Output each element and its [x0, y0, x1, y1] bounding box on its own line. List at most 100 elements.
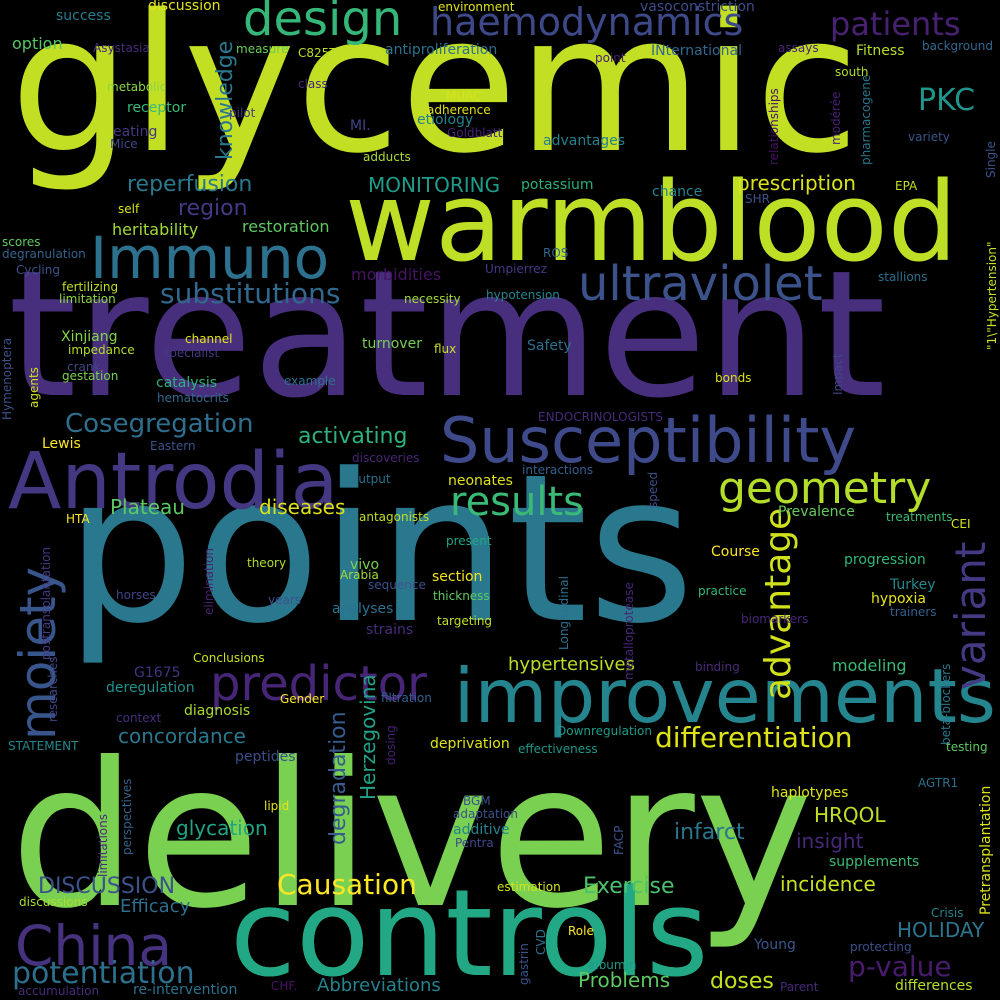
word-diseases: diseases	[259, 495, 345, 519]
word-heritability: heritability	[112, 220, 198, 239]
word-trainers: trainers	[890, 605, 937, 619]
word-pretransplantation: Pretransplantation	[978, 786, 994, 915]
word-infarct: infarct	[674, 820, 745, 845]
word-peptides: peptides	[235, 749, 296, 765]
word-limitation: limitation	[59, 292, 116, 306]
word-international: INternational	[651, 43, 742, 59]
word-impact: Impact	[831, 353, 845, 395]
word-patients: patients	[830, 5, 961, 43]
word-points: points	[65, 431, 695, 669]
word-herzegovina: Herzegovina	[356, 674, 380, 800]
word-hypoxia: hypoxia	[871, 591, 926, 607]
word-elimination: elimination	[202, 548, 216, 615]
word-substitutions: substitutions	[160, 277, 340, 310]
word-abbreviations: Abbreviations	[317, 975, 441, 996]
word-discussion: DISCUSSION	[38, 874, 175, 899]
word-potassium: potassium	[521, 177, 594, 193]
word-lewis: Lewis	[42, 436, 81, 452]
word-metabolic: metabolic	[107, 80, 166, 94]
word-efficacy: Efficacy	[120, 896, 191, 917]
word-discussions: discussions	[19, 895, 87, 909]
word-chf: CHF.	[271, 979, 297, 993]
word-beta-blockers: beta-blockers	[939, 664, 953, 745]
word-measure: measure	[236, 42, 288, 56]
word-shr: SHR	[745, 192, 770, 206]
word-advantage: advantage	[758, 508, 799, 700]
word-hrqol: HRQOL	[814, 803, 886, 827]
word-bgm: BGM	[463, 794, 491, 808]
word-progression: progression	[844, 552, 926, 568]
word-diagnosis: diagnosis	[184, 703, 250, 719]
word-knowledge: knowledge	[213, 41, 238, 160]
word-scores: scores	[2, 235, 41, 249]
word-single: Single	[984, 141, 998, 178]
word-antrodia: Antrodia	[8, 437, 338, 527]
word-present: present	[446, 534, 492, 548]
word-endocrinologists: ENDOCRINOLOGISTS	[538, 410, 663, 424]
word-monitoring: MONITORING	[368, 173, 500, 197]
word-binding: binding	[695, 660, 740, 674]
word-degradation: degradation	[326, 711, 351, 845]
word-re-intervention: re-intervention	[133, 982, 237, 998]
word-asystasia: Asystasia	[93, 41, 150, 55]
word-lipid: lipid	[264, 799, 289, 813]
word-1-hypertension: "1\"Hypertension"	[985, 241, 999, 350]
word-restoration: restoration	[242, 217, 330, 236]
word-effectiveness: effectiveness	[518, 742, 598, 756]
word-south: south	[835, 65, 869, 79]
word-limitations: limitations	[96, 814, 110, 877]
word-fitness: Fitness	[856, 43, 905, 59]
word-haemodynamics: haemodynamics	[430, 0, 743, 44]
word-differences: differences	[895, 978, 973, 994]
word-improvements: improvements	[454, 652, 996, 740]
word-discoveries: discoveries	[352, 451, 420, 465]
word-pkc: PKC	[918, 83, 975, 118]
word-gestation: gestation	[62, 369, 118, 383]
word-metalloprotease: metalloprotease	[622, 582, 636, 680]
word-differentiation: differentiation	[655, 721, 853, 754]
word-eastern: Eastern	[150, 439, 196, 453]
word-impedance: impedance	[68, 343, 135, 357]
word-hematocrits: hematocrits	[157, 391, 229, 405]
word-downregulation: Downregulation	[557, 724, 652, 738]
word-cosegregation: Cosegregation	[65, 409, 253, 439]
word-immuno: Immuno	[90, 224, 329, 292]
word-vasoconstriction: vasoconstriction	[640, 0, 755, 15]
word-course: Course	[711, 544, 760, 560]
word-advantages: advantages	[543, 133, 625, 149]
word-agtr1: AGTR1	[918, 776, 958, 790]
word-necessity: necessity	[404, 292, 461, 306]
word-gender: Gender	[280, 692, 324, 706]
word-example: example	[284, 374, 336, 388]
word-umpierrez: Umpierrez	[485, 262, 547, 276]
word-turkey: Turkey	[889, 577, 936, 593]
word-pilot: pilot	[229, 106, 256, 120]
word-exercise: Exercise	[583, 874, 675, 899]
word-postransplantation: postransplantation	[39, 547, 53, 660]
word-hypertensives: hypertensives	[508, 654, 635, 675]
word-design: design	[243, 0, 402, 47]
word-biomarkers: biomarkers	[741, 612, 808, 626]
word-practice: practice	[698, 584, 747, 598]
word-glycemic: glycemic	[10, 0, 860, 195]
word-haplotypes: haplotypes	[771, 785, 848, 801]
word-controls: controls	[230, 865, 708, 1000]
word-section: section	[432, 569, 482, 585]
word-supplements: supplements	[829, 854, 919, 870]
word-fertilizing: fertilizing	[62, 280, 118, 294]
word-environment: environment	[438, 0, 515, 14]
word-interactions: interactions	[522, 463, 593, 477]
word-dosing: dosing	[384, 725, 398, 765]
word-relationships: relationships	[767, 88, 781, 165]
word-output: output	[351, 472, 391, 486]
word-specialist: specialist	[163, 346, 219, 360]
word-discussion: discussion	[148, 0, 221, 14]
word-testing: testing	[946, 740, 988, 754]
word-catalysis: catalysis	[156, 375, 217, 391]
word-neonates: neonates	[448, 473, 513, 489]
word-chance: chance	[652, 184, 702, 200]
word-adducts: adducts	[363, 150, 411, 164]
word-moiety: moiety	[9, 567, 67, 740]
word-arabia: Arabia	[340, 568, 379, 582]
word-warmblood: warmblood	[345, 158, 958, 286]
